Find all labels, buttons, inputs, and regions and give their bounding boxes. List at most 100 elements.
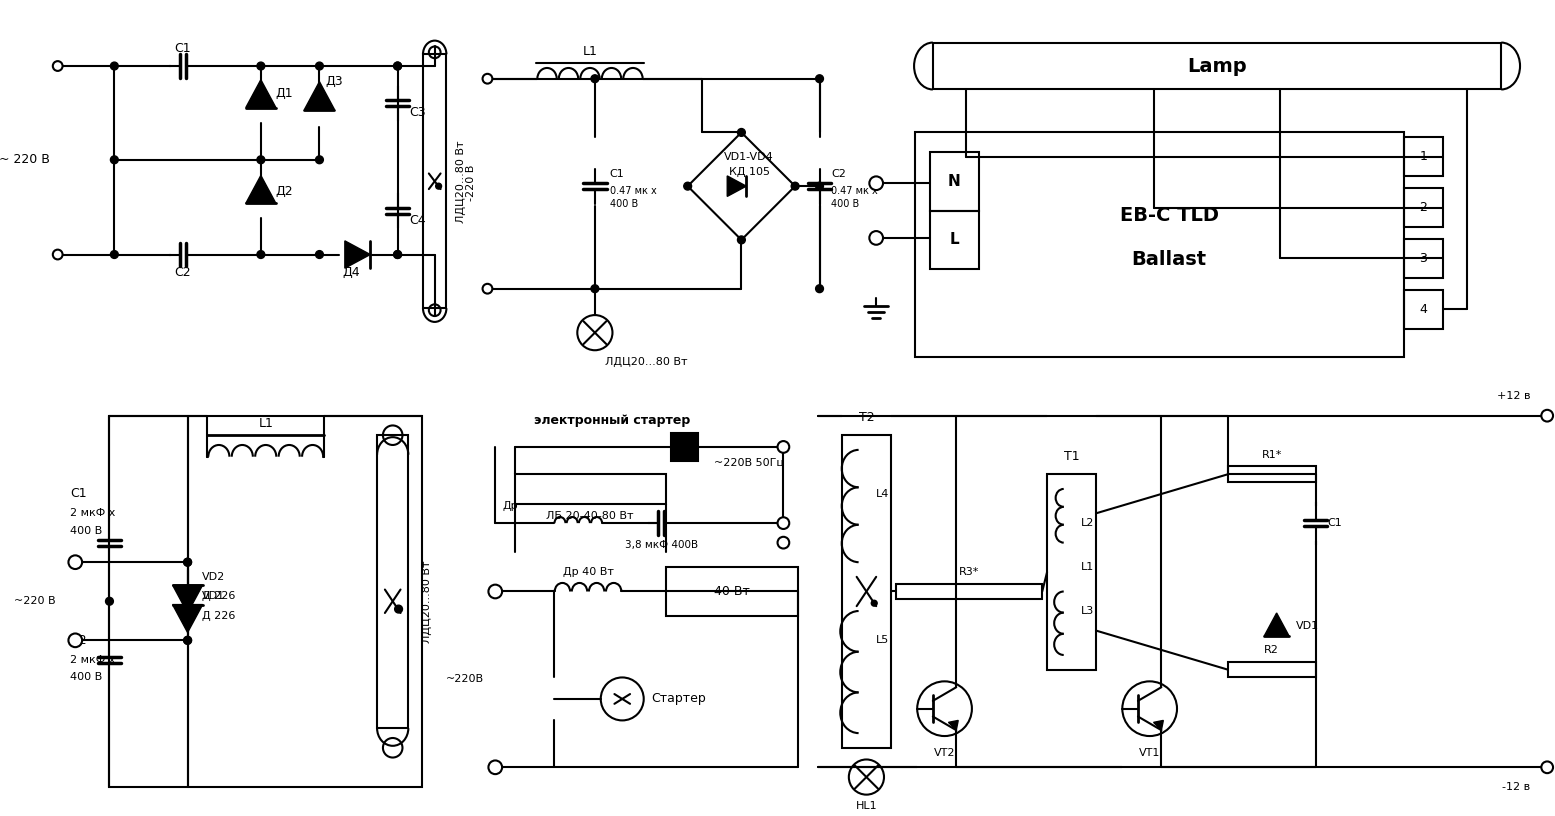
Text: Др: Др [502,500,518,511]
Circle shape [591,75,599,82]
Circle shape [316,156,323,164]
Text: 40 Вт: 40 Вт [714,585,750,598]
Bar [933,42,1501,90]
Circle shape [778,537,790,548]
Text: ~220 В: ~220 В [14,596,56,606]
Text: C1: C1 [70,487,87,500]
Bar [1228,467,1316,482]
Circle shape [1541,761,1553,773]
Text: ~220В 50Гц: ~220В 50Гц [714,458,784,468]
Text: ~ 220 В: ~ 220 В [0,153,50,166]
Circle shape [257,62,264,70]
Circle shape [257,251,264,259]
Text: С3: С3 [409,106,426,119]
Circle shape [316,62,323,70]
Circle shape [591,285,599,293]
Circle shape [110,251,118,259]
Bar [1404,188,1443,227]
Circle shape [53,61,62,71]
Text: +12 в: +12 в [1497,391,1530,401]
Circle shape [68,556,82,569]
Text: С2: С2 [174,265,191,278]
Text: R1*: R1* [1261,450,1281,459]
Circle shape [816,182,824,190]
Text: L1: L1 [583,45,597,58]
Circle shape [393,62,401,70]
Text: Д1: Д1 [275,86,294,100]
Text: 3,8 мкФ 400В: 3,8 мкФ 400В [625,539,698,550]
Bar [1404,239,1443,278]
Text: C2: C2 [832,170,846,180]
Text: C1: C1 [1328,518,1342,528]
Polygon shape [345,241,370,268]
Bar [1047,474,1096,670]
Text: R2: R2 [1264,645,1280,655]
Circle shape [68,633,82,647]
Circle shape [816,285,824,293]
Text: 1: 1 [1420,150,1427,163]
Text: 2 мкФ х: 2 мкФ х [70,508,115,518]
Text: 2 мкФ х: 2 мкФ х [70,655,115,665]
Circle shape [482,284,493,294]
Text: -220 В: -220 В [466,165,476,202]
Circle shape [737,236,745,244]
Text: Стартер: Стартер [652,693,706,705]
Circle shape [110,62,118,70]
Bar [672,433,698,460]
Circle shape [684,182,692,190]
Bar [109,415,421,787]
Text: 4: 4 [1420,303,1427,316]
Text: L5: L5 [875,636,889,645]
Text: T2: T2 [858,411,874,424]
Bar [666,567,798,616]
Circle shape [106,597,114,605]
Circle shape [869,176,883,190]
Text: R3*: R3* [959,567,980,577]
Polygon shape [173,605,202,632]
Text: L: L [950,233,959,247]
Text: C1: C1 [610,170,624,180]
Text: Lamp: Lamp [1188,56,1247,76]
Text: ЛБ 20-40-80 Вт: ЛБ 20-40-80 Вт [546,512,634,521]
Circle shape [791,182,799,190]
Text: EB-C TLD: EB-C TLD [1120,206,1219,225]
Polygon shape [305,82,334,109]
Text: HL1: HL1 [855,801,877,811]
Bar [515,474,666,503]
Text: ЛДЦ20...80 Вт: ЛДЦ20...80 Вт [456,140,466,223]
Circle shape [395,605,403,613]
Bar [1404,290,1443,329]
Circle shape [869,231,883,245]
Text: Д3: Д3 [325,75,344,88]
Circle shape [110,156,118,164]
Circle shape [183,558,191,566]
Polygon shape [173,585,202,613]
Text: Д 226: Д 226 [202,592,236,601]
Text: Ballast: Ballast [1132,250,1207,269]
Bar [841,435,891,747]
Circle shape [393,62,401,70]
Polygon shape [1154,721,1163,730]
Text: ЛДЦ20...80 Вт: ЛДЦ20...80 Вт [605,357,687,367]
Circle shape [183,558,191,566]
Circle shape [316,251,323,259]
Polygon shape [246,175,275,203]
Circle shape [488,761,502,774]
Text: 400 В: 400 В [70,526,103,536]
Text: С4: С4 [409,214,426,227]
Bar [1404,137,1443,176]
Text: Др 40 Вт: Др 40 Вт [563,567,614,577]
Text: L4: L4 [875,489,889,499]
Circle shape [183,636,191,644]
Text: КД 105: КД 105 [729,166,770,176]
Text: 0.47 мк х: 0.47 мк х [832,186,879,196]
Text: -12 в: -12 в [1502,782,1530,792]
Circle shape [737,129,745,136]
Text: Д4: Д4 [342,265,359,278]
Polygon shape [1264,613,1289,636]
Text: Д2: Д2 [275,184,294,197]
Bar [930,152,978,211]
Circle shape [482,73,493,83]
Circle shape [435,184,442,189]
Text: VD1: VD1 [202,592,225,601]
